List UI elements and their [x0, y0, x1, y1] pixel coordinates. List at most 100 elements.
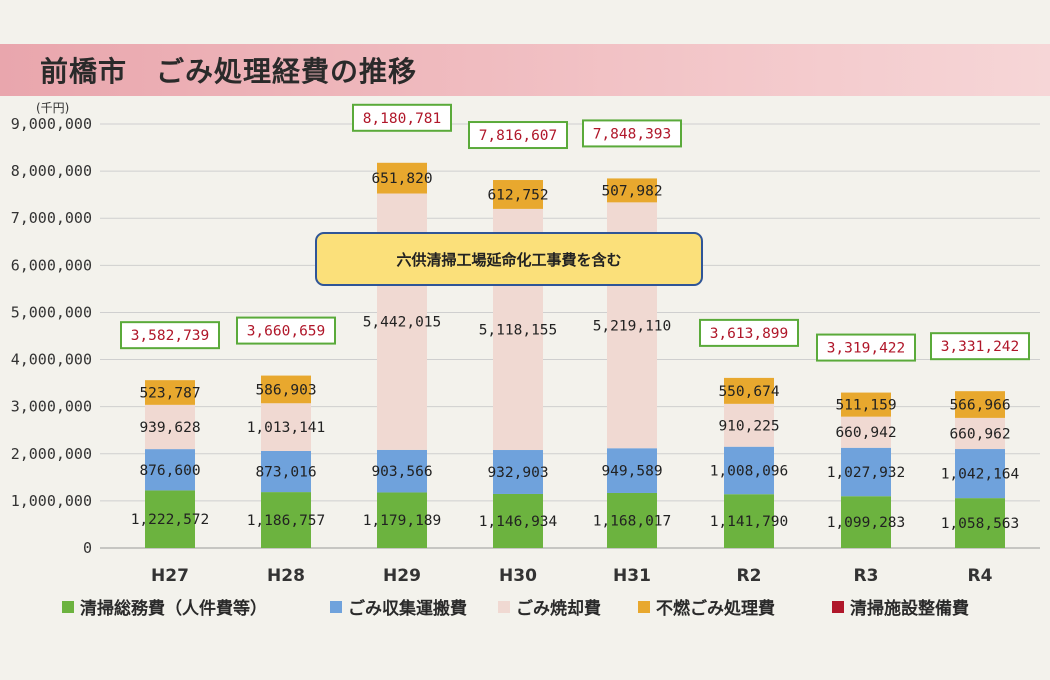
bar-segment: [261, 375, 311, 404]
bar-segment: [145, 404, 195, 450]
y-tick-label: 8,000,000: [11, 162, 92, 180]
legend-swatch: [330, 601, 342, 613]
bar-segment: [377, 492, 427, 548]
data-label: 523,787: [139, 386, 200, 402]
y-tick-label: 9,000,000: [11, 115, 92, 133]
bar-segment: [493, 450, 543, 494]
data-label: 1,099,283: [827, 515, 906, 531]
total-box: [352, 103, 452, 132]
y-tick-label: 2,000,000: [11, 445, 92, 463]
data-label: 949,589: [601, 464, 662, 480]
bar-segment: [261, 492, 311, 548]
x-tick-label: R3: [854, 566, 879, 586]
data-label: 586,903: [255, 382, 316, 398]
total-label: 3,613,899: [710, 326, 789, 342]
legend-label: ごみ収集運搬費: [348, 598, 467, 619]
data-label: 660,962: [949, 426, 1010, 442]
x-tick-label: H31: [613, 566, 651, 586]
y-tick-label: 3,000,000: [11, 398, 92, 416]
data-label: 1,027,932: [827, 465, 906, 481]
bar-segment: [955, 498, 1005, 548]
bar-segment: [493, 493, 543, 548]
y-tick-label: 4,000,000: [11, 351, 92, 369]
total-label: 8,180,781: [363, 111, 442, 127]
bar-segment: [607, 448, 657, 493]
bar-segment: [261, 450, 311, 493]
bar-segment: [493, 180, 543, 209]
data-label: 903,566: [371, 464, 432, 480]
data-label: 910,225: [718, 418, 779, 434]
total-box: [236, 316, 336, 345]
legend-swatch: [62, 601, 74, 613]
bar-segment: [724, 446, 774, 495]
bar-segment: [145, 449, 195, 491]
data-label: 1,222,572: [131, 512, 210, 528]
x-tick-label: R2: [737, 566, 762, 586]
data-label: 1,186,757: [247, 513, 326, 529]
total-label: 3,582,739: [131, 328, 210, 344]
y-tick-label: 6,000,000: [11, 256, 92, 274]
legend-label: ごみ焼却費: [516, 598, 601, 619]
y-tick-label: 5,000,000: [11, 303, 92, 321]
bar-segment: [145, 490, 195, 548]
y-tick-label: 0: [83, 539, 92, 557]
legend-label: 不燃ごみ処理費: [656, 598, 775, 619]
legend-swatch: [832, 601, 844, 613]
bar-segment: [841, 392, 891, 417]
y-unit-label: (千円): [36, 101, 69, 115]
legend-swatch: [498, 601, 510, 613]
legend-swatch: [638, 601, 650, 613]
data-label: 660,942: [835, 425, 896, 441]
annotation-text: 六供清掃工場延命化工事費を含む: [396, 251, 621, 269]
bar-segment: [841, 447, 891, 497]
annotation-box: [315, 232, 703, 286]
total-labels: 3,582,739 3,660,659 8,180,781 7,816,607 7,84…: [120, 103, 1030, 362]
bar-segment: [841, 496, 891, 548]
data-label: 932,903: [487, 465, 548, 481]
title-banner: 前橋市 ごみ処理経費の推移: [0, 44, 1050, 96]
bar-segment: [724, 403, 774, 447]
bar-segment: [724, 494, 774, 548]
bar-segment: [607, 178, 657, 203]
total-label: 3,331,242: [941, 339, 1020, 355]
data-label: 5,219,110: [593, 318, 672, 334]
bar-segment: [955, 417, 1005, 450]
page-title: 前橋市 ごみ処理経費の推移: [40, 55, 418, 88]
data-label: 1,008,096: [710, 463, 789, 479]
total-label: 3,319,422: [827, 341, 906, 357]
bar-segment: [955, 449, 1005, 499]
bar-segment: [377, 162, 427, 194]
legend-label: 清掃総務費（人件費等）: [80, 598, 267, 619]
x-tick-label: H30: [499, 566, 537, 586]
data-label: 612,752: [487, 187, 548, 203]
x-tick-label: H27: [151, 566, 189, 586]
legend: 清掃総務費（人件費等） ごみ収集運搬費 ごみ焼却費 不燃ごみ処理費 清掃施設整備費: [62, 598, 969, 619]
total-box: [120, 321, 220, 350]
data-label: 507,982: [601, 183, 662, 199]
total-box: [699, 318, 799, 347]
total-label: 3,660,659: [247, 324, 326, 340]
y-axis-ticks: 0 1,000,000 2,000,000 3,000,000 4,000,000 5,0…: [11, 115, 92, 557]
y-tick-label: 1,000,000: [11, 492, 92, 510]
bar-segment: [841, 416, 891, 448]
data-label: 1,146,934: [479, 514, 558, 530]
bar-segment: [955, 391, 1005, 418]
total-box: [582, 119, 682, 148]
data-label: 651,820: [371, 171, 432, 187]
x-tick-label: R4: [968, 566, 993, 586]
data-label: 5,442,015: [363, 315, 442, 331]
data-label: 1,141,790: [710, 514, 789, 530]
x-tick-label: H28: [267, 566, 305, 586]
bars: [145, 162, 1005, 548]
y-tick-label: 7,000,000: [11, 209, 92, 227]
data-label: 1,013,141: [247, 420, 326, 436]
data-label: 566,966: [949, 398, 1010, 414]
bar-segment: [261, 403, 311, 451]
total-box: [468, 121, 568, 150]
data-labels: 1,222,572 876,600 939,628 523,787 1,186,757 8…: [131, 171, 1020, 532]
data-label: 939,628: [139, 420, 200, 436]
legend-label: 清掃施設整備費: [850, 598, 969, 619]
data-label: 876,600: [139, 463, 200, 479]
